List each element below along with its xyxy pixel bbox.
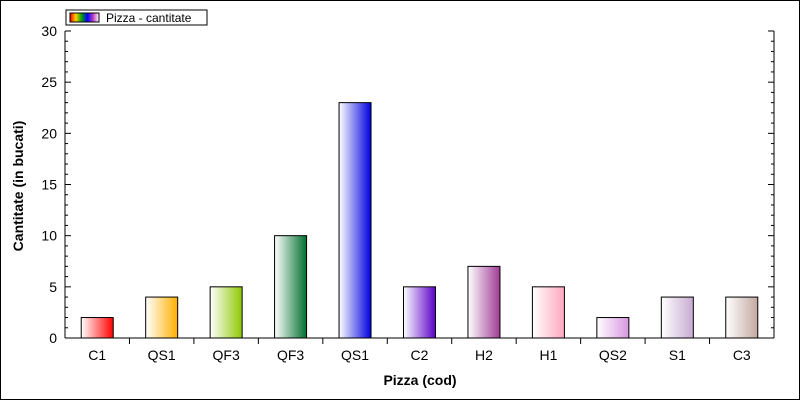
legend-swatch [69,12,100,23]
bar-c2 [403,286,436,339]
legend-box [65,9,208,26]
y-tick-label: 5 [49,279,57,295]
legend: Pizza - cantitate [65,9,208,26]
x-tick-label: C1 [88,347,106,363]
x-tick-label: S1 [669,347,686,363]
bar-qs2 [596,317,630,339]
x-tick-label: C3 [733,347,751,363]
y-ticks: 0 5 10 15 20 25 30 [41,23,774,346]
x-tick-label: H1 [539,347,557,363]
legend-label: Pizza - cantitate [106,11,192,25]
bar-h2 [467,265,501,339]
bar-qs1 [145,296,179,339]
bar-h1 [531,286,565,339]
y-tick-label: 25 [41,74,57,90]
x-tick-label: H2 [475,347,493,363]
bar-c1 [80,317,114,339]
y-axis-title: Cantitate (in bucati) [10,121,26,252]
x-tick-label: C2 [411,347,429,363]
bar-qs1 [338,102,372,339]
x-tick-label: QF3 [213,347,240,363]
y-tick-label: 20 [41,125,57,141]
y-tick-label: 0 [49,330,57,346]
x-tick-label: QS1 [341,347,369,363]
y-tick-label: 15 [41,177,57,193]
plot-area: 0 5 10 15 20 25 30 C1 QS1 QF3 QF3 QS1 C2 H2 H1 QS2 S1 C3 [41,23,775,363]
bar-qf3 [209,286,243,339]
bar-qf3 [274,235,308,339]
y-tick-label: 30 [41,23,57,39]
y-tick-label: 10 [41,228,57,244]
x-axis-title: Pizza (cod) [383,372,456,388]
x-tick-label: QS1 [148,347,176,363]
bar-s1 [660,296,694,339]
bar-c3 [725,296,759,339]
x-tick-labels: C1 QS1 QF3 QF3 QS1 C2 H2 H1 QS2 S1 C3 [88,338,751,363]
x-tick-label: QS2 [599,347,627,363]
x-tick-label: QF3 [277,347,304,363]
bars [80,102,759,339]
